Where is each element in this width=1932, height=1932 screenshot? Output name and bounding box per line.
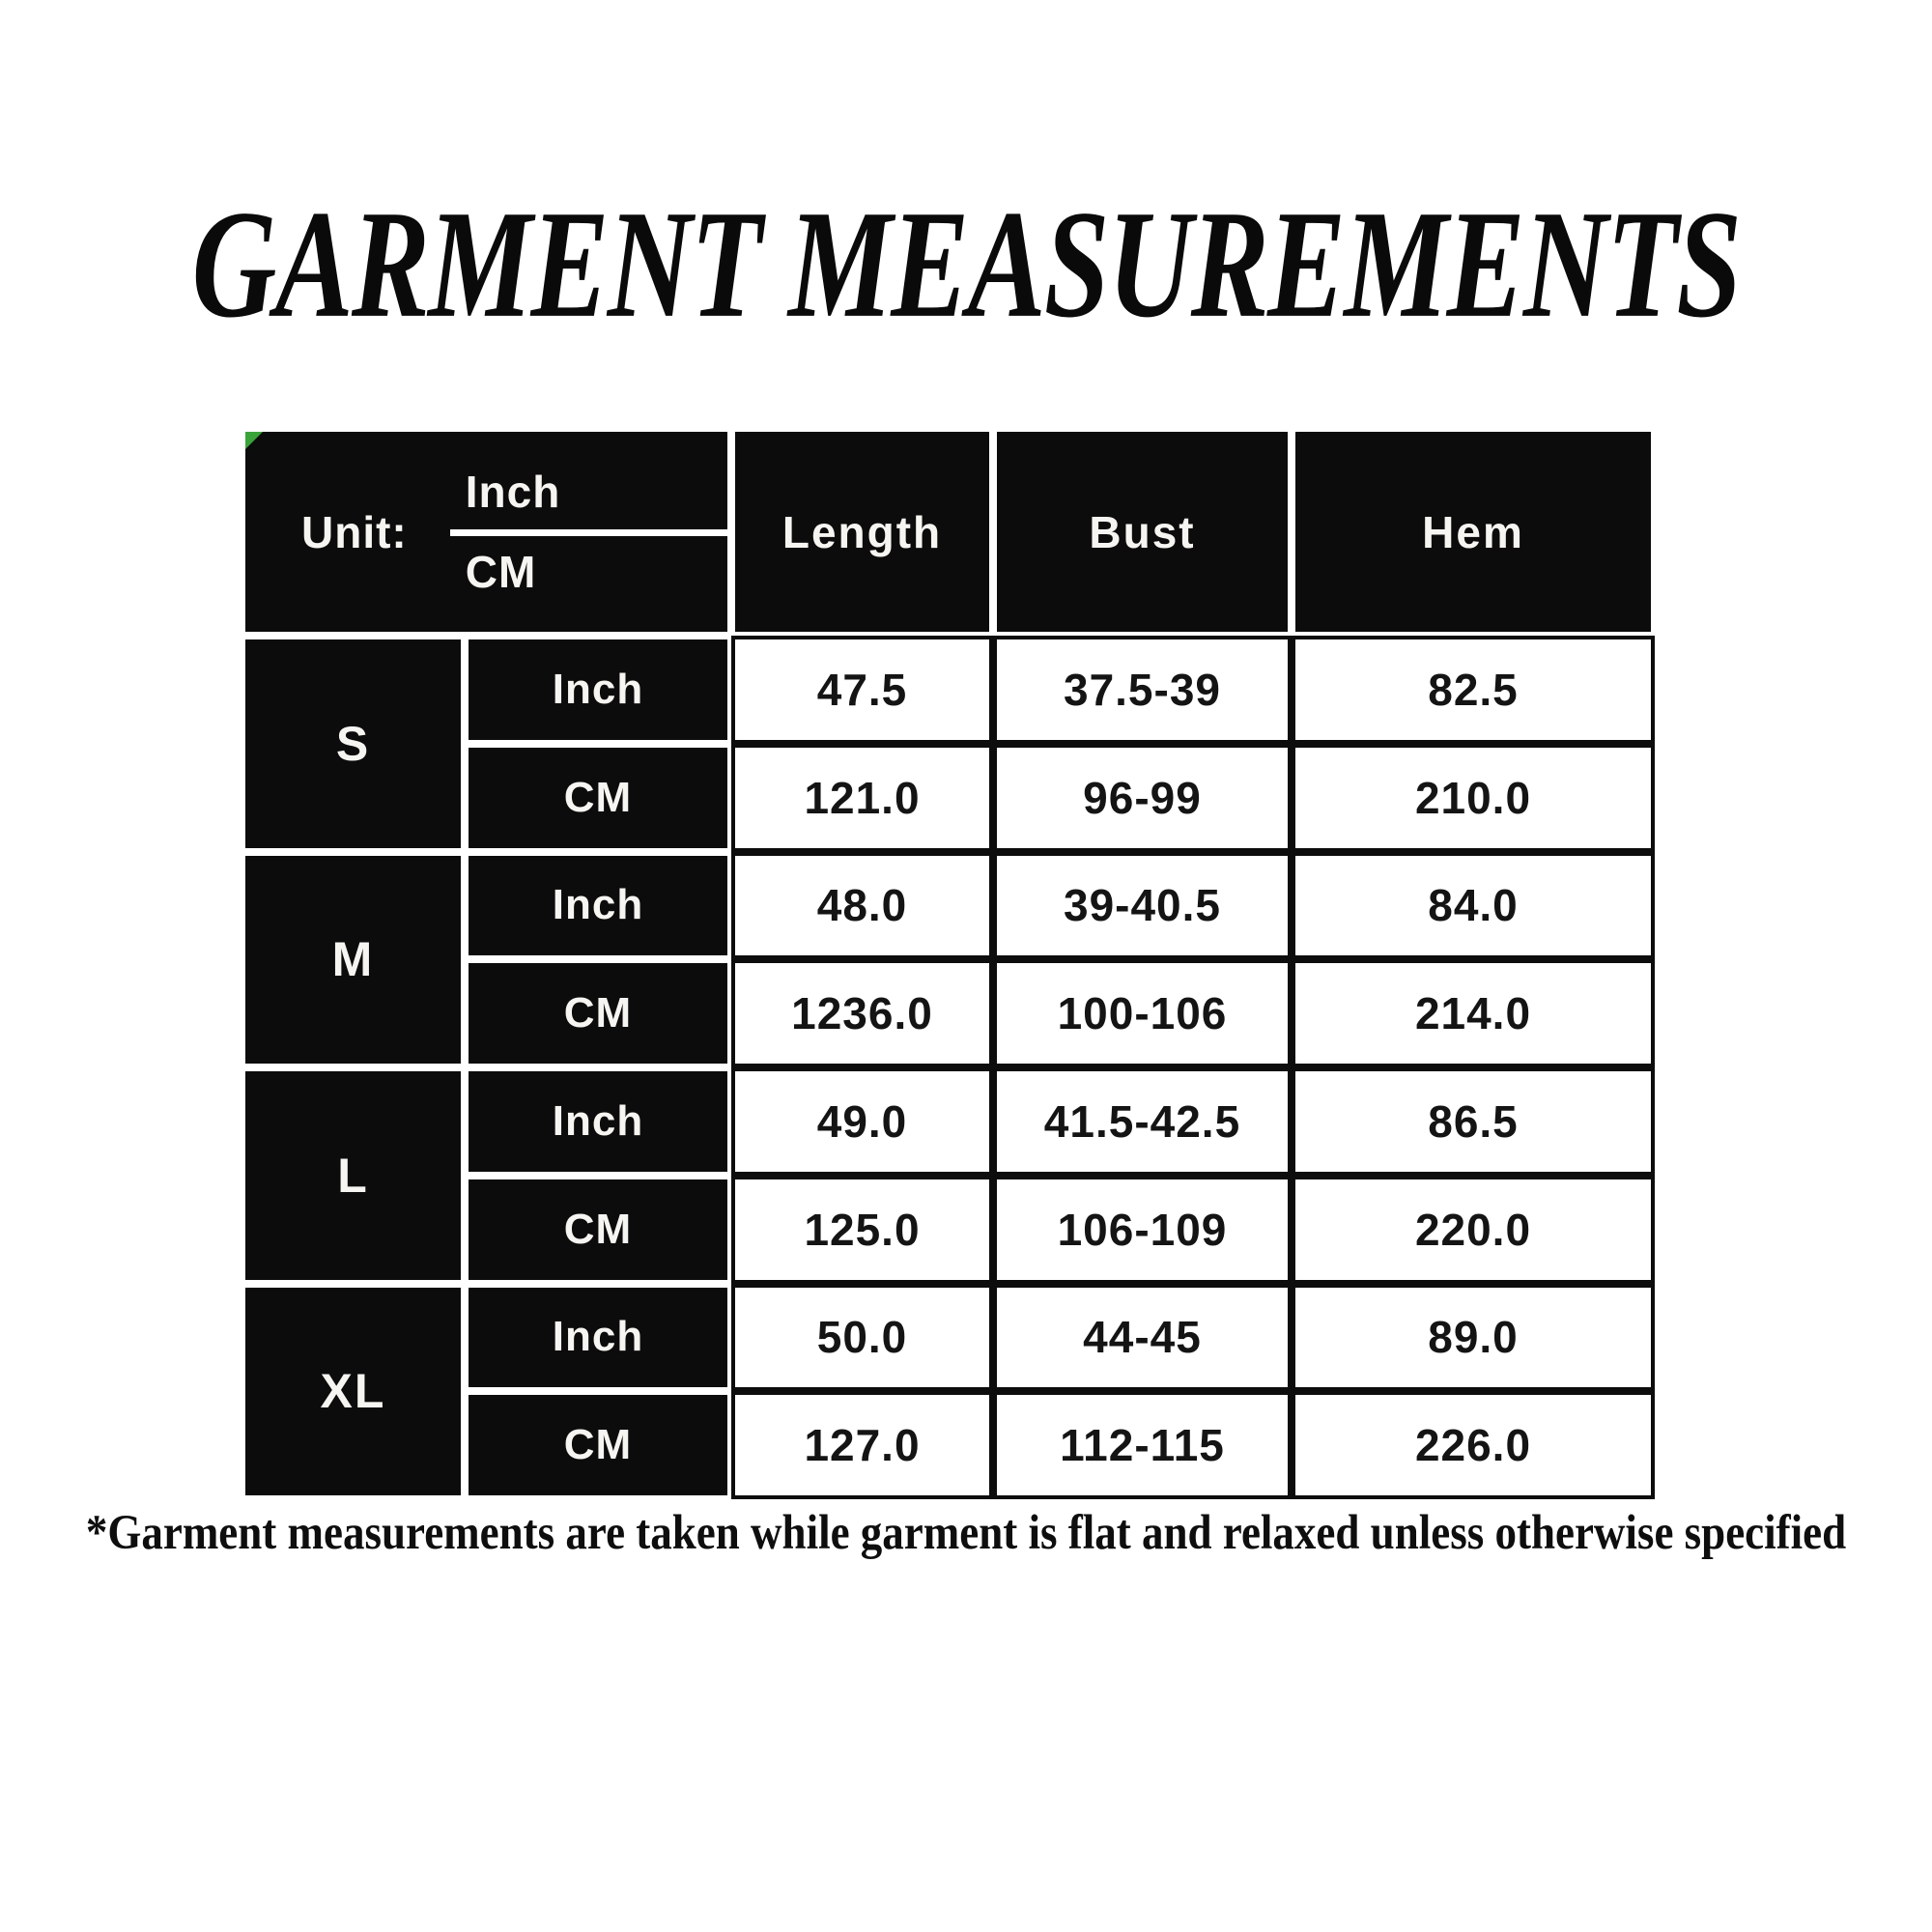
value-m-inch-length: 48.0 — [731, 851, 993, 960]
unit-cell-m-inch: Inch — [465, 851, 731, 960]
measurement-footnote: *Garment measurements are taken while ga… — [85, 1505, 1847, 1559]
unit-label: Unit: — [301, 506, 408, 557]
unit-cell-l-cm: CM — [465, 1175, 731, 1284]
unit-cell-s-inch: Inch — [465, 636, 731, 744]
value-xl-inch-hem: 89.0 — [1292, 1283, 1655, 1392]
value-m-cm-length: 1236.0 — [731, 959, 993, 1067]
unit-cell-xl-cm: CM — [465, 1391, 731, 1499]
value-xl-cm-length: 127.0 — [731, 1391, 993, 1499]
column-header-length: Length — [731, 428, 993, 636]
value-xl-cm-hem: 226.0 — [1292, 1391, 1655, 1499]
value-s-cm-hem: 210.0 — [1292, 743, 1655, 852]
size-cell-m: M — [242, 851, 465, 1067]
column-header-hem: Hem — [1292, 428, 1655, 636]
value-l-cm-bust: 106-109 — [993, 1175, 1292, 1284]
value-m-inch-hem: 84.0 — [1292, 851, 1655, 960]
excel-corner-marker-icon — [245, 432, 263, 449]
size-cell-xl: XL — [242, 1283, 465, 1499]
garment-measurements-table: Unit: Inch CM Length Bust Hem S Inch 47.… — [242, 428, 1655, 1499]
value-l-inch-bust: 41.5-42.5 — [993, 1067, 1292, 1176]
size-cell-s: S — [242, 636, 465, 852]
value-xl-inch-length: 50.0 — [731, 1283, 993, 1392]
size-cell-l: L — [242, 1067, 465, 1284]
value-l-cm-hem: 220.0 — [1292, 1175, 1655, 1284]
unit-cell-xl-inch: Inch — [465, 1283, 731, 1392]
value-m-cm-hem: 214.0 — [1292, 959, 1655, 1067]
column-header-bust: Bust — [993, 428, 1292, 636]
unit-fraction-inch: Inch — [449, 466, 727, 536]
value-m-inch-bust: 39-40.5 — [993, 851, 1292, 960]
value-xl-cm-bust: 112-115 — [993, 1391, 1292, 1499]
page-title: GARMENT MEASUREMENTS — [191, 179, 1742, 351]
value-s-cm-length: 121.0 — [731, 743, 993, 852]
unit-fraction-cm: CM — [465, 547, 537, 597]
value-s-inch-length: 47.5 — [731, 636, 993, 744]
unit-cell-m-cm: CM — [465, 959, 731, 1067]
value-s-inch-hem: 82.5 — [1292, 636, 1655, 744]
value-xl-inch-bust: 44-45 — [993, 1283, 1292, 1392]
value-l-inch-length: 49.0 — [731, 1067, 993, 1176]
value-s-inch-bust: 37.5-39 — [993, 636, 1292, 744]
value-l-cm-length: 125.0 — [731, 1175, 993, 1284]
unit-fraction: Inch CM — [449, 466, 727, 598]
value-s-cm-bust: 96-99 — [993, 743, 1292, 852]
value-m-cm-bust: 100-106 — [993, 959, 1292, 1067]
unit-cell-l-inch: Inch — [465, 1067, 731, 1176]
value-l-inch-hem: 86.5 — [1292, 1067, 1655, 1176]
unit-header-cell: Unit: Inch CM — [242, 428, 731, 636]
unit-cell-s-cm: CM — [465, 743, 731, 852]
